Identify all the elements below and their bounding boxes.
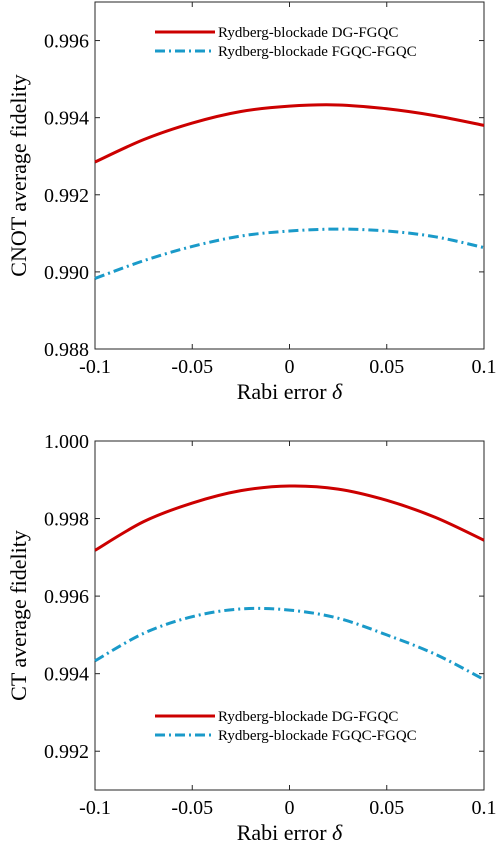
x-tick-label: 0.1 — [472, 797, 497, 819]
y-tick-label: 0.996 — [44, 31, 89, 53]
chart-panel-1: -0.1 -0.05 0 0.05 0.1 0.988 0.990 0.992 0.994 0.9… — [6, 1, 497, 404]
y-tick-label: 1.000 — [44, 431, 89, 453]
y-tick-label: 0.994 — [44, 664, 89, 686]
y-axis-label: CT average fidelity — [6, 530, 31, 701]
x-axis-label: Rabi error δ — [237, 820, 343, 845]
x-tick-label: 0.05 — [369, 797, 404, 819]
chart-panel-2: -0.1 -0.05 0 0.05 0.1 0.992 0.994 0.996 0.998 1.0… — [6, 431, 497, 845]
x-tick-label: -0.05 — [171, 356, 213, 378]
series-line-dg-fgqc — [94, 103, 485, 164]
x-tick-label: 0.1 — [472, 356, 497, 378]
y-tick-label: 0.992 — [44, 185, 89, 207]
y-tick-label: 0.992 — [44, 741, 89, 763]
x-tick-label: -0.1 — [79, 356, 111, 378]
x-axis-label: Rabi error δ — [237, 379, 343, 404]
series-line-fgqc-fgqc — [94, 606, 485, 681]
y-tick-label: 0.990 — [44, 262, 89, 284]
legend-label: Rydberg-blockade FGQC-FGQC — [218, 728, 417, 744]
y-tick-label: 0.994 — [44, 108, 89, 130]
legend-label: Rydberg-blockade FGQC-FGQC — [218, 44, 417, 60]
legend: Rydberg-blockade DG-FGQC Rydberg-blockade… — [155, 25, 417, 60]
y-tick-label: 0.998 — [44, 509, 89, 531]
series-line-dg-fgqc — [94, 484, 485, 552]
y-tick-label: 0.988 — [44, 339, 89, 361]
x-tick-label: -0.05 — [171, 797, 213, 819]
series-line-fgqc-fgqc — [94, 227, 485, 280]
y-axis-label: CNOT average fidelity — [6, 74, 31, 276]
legend: Rydberg-blockade DG-FGQC Rydberg-blockade… — [155, 709, 417, 744]
x-tick-label: -0.1 — [79, 797, 111, 819]
x-tick-label: 0.05 — [369, 356, 404, 378]
legend-label: Rydberg-blockade DG-FGQC — [218, 709, 398, 725]
legend-label: Rydberg-blockade DG-FGQC — [218, 25, 398, 41]
y-tick-label: 0.996 — [44, 586, 89, 608]
x-tick-label: 0 — [285, 356, 295, 378]
x-tick-label: 0 — [285, 797, 295, 819]
